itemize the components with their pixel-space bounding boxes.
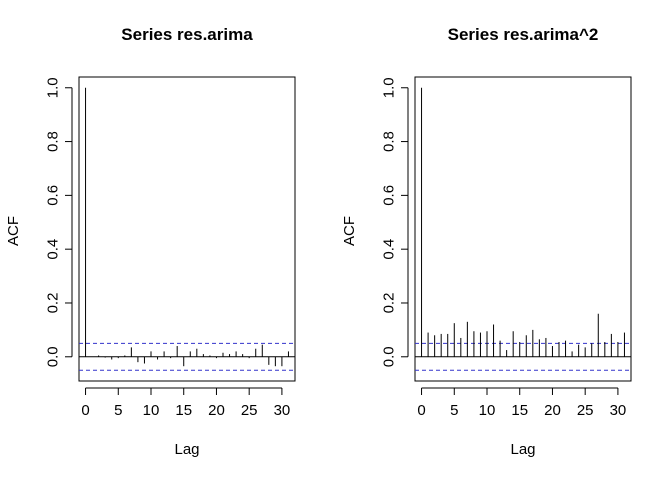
x-tick-label: 0 — [81, 402, 89, 419]
acf-bars — [79, 87, 295, 371]
x-tick-label: 5 — [114, 402, 122, 419]
x-tick-label: 15 — [175, 402, 192, 419]
x-tick-label: 10 — [479, 402, 496, 419]
plot-frame — [414, 76, 632, 382]
y-tick-label: 0.2 — [45, 293, 62, 314]
y-tick-label: 0.8 — [381, 131, 398, 152]
y-axis-label: ACF — [5, 216, 22, 246]
y-axis: 0.0 0.2 0.4 0.6 0.8 1.0 — [381, 77, 409, 367]
chart-title: Series res.arima^2 — [448, 25, 599, 44]
y-tick-label: 0.0 — [45, 346, 62, 367]
y-axis-label: ACF — [341, 216, 358, 246]
x-tick-label: 25 — [577, 402, 594, 419]
x-tick-label: 20 — [208, 402, 225, 419]
y-tick-label: 1.0 — [381, 77, 398, 98]
acf-panel-res-arima: Series res.arima Lag ACF 0 5 10 15 20 25 30 0.… — [5, 25, 296, 458]
x-tick-label: 25 — [241, 402, 258, 419]
x-tick-label: 20 — [544, 402, 561, 419]
acf-bars — [415, 87, 631, 371]
x-tick-label: 5 — [450, 402, 458, 419]
x-axis-label: Lag — [510, 441, 535, 458]
x-axis: 0 5 10 15 20 25 30 — [81, 387, 291, 419]
acf-panel-res-arima-squared: Series res.arima^2 Lag ACF 0 5 10 15 20 25 30 … — [341, 25, 632, 458]
y-tick-label: 0.6 — [381, 185, 398, 206]
x-tick-label: 0 — [417, 402, 425, 419]
x-tick-label: 15 — [511, 402, 528, 419]
y-axis: 0.0 0.2 0.4 0.6 0.8 1.0 — [45, 77, 73, 367]
y-tick-label: 0.8 — [45, 131, 62, 152]
y-tick-label: 0.0 — [381, 346, 398, 367]
y-tick-label: 0.2 — [381, 293, 398, 314]
plot-frame — [78, 76, 296, 382]
y-tick-label: 0.4 — [45, 239, 62, 260]
x-tick-label: 30 — [610, 402, 627, 419]
chart-title: Series res.arima — [121, 25, 253, 44]
y-tick-label: 0.6 — [45, 185, 62, 206]
y-tick-label: 1.0 — [45, 77, 62, 98]
x-tick-label: 30 — [274, 402, 291, 419]
x-tick-label: 10 — [143, 402, 160, 419]
x-axis: 0 5 10 15 20 25 30 — [417, 387, 627, 419]
x-axis-label: Lag — [174, 441, 199, 458]
y-tick-label: 0.4 — [381, 239, 398, 260]
